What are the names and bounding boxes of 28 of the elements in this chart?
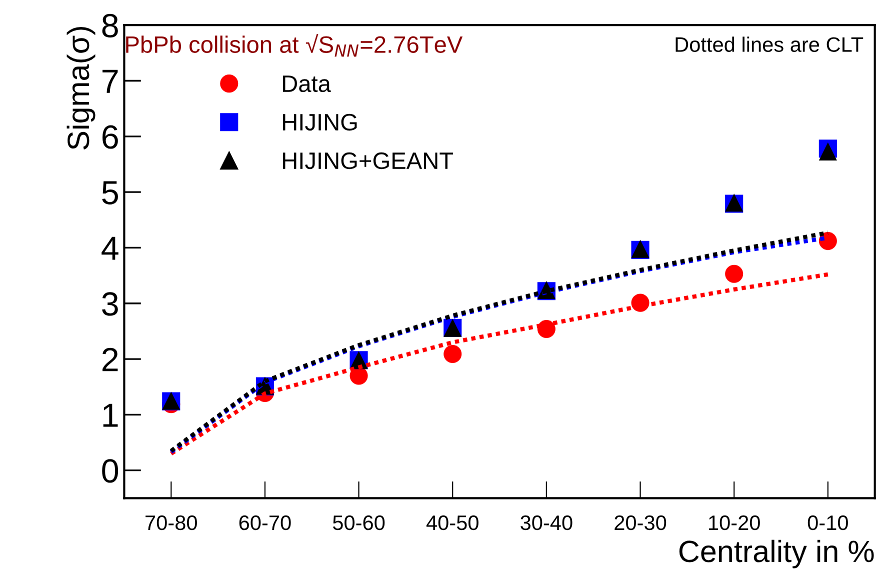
legend-label: HIJING+GEANT <box>283 152 454 170</box>
y-tick-label: 3 <box>102 292 118 316</box>
point <box>818 232 837 250</box>
y-tick-label: 1 <box>103 404 118 427</box>
annotation: Dotted lines are CLT <box>676 36 864 52</box>
x-tick-label: 0-10 <box>808 515 848 530</box>
x-tick-label: 10-20 <box>709 515 760 530</box>
y-tick-label: 4 <box>102 236 118 260</box>
y-tick-label: 2 <box>102 348 118 372</box>
point <box>725 264 744 283</box>
annotation: PbPb collision at √S$_{NN}$=2.76TeV <box>126 34 463 57</box>
y-tick-label: 7 <box>102 70 118 93</box>
y-axis-title: Sigma(σ) <box>66 26 96 150</box>
x-axis-title: Centrality in % <box>679 540 874 568</box>
x-tick-label: 20-30 <box>614 515 666 530</box>
legend-label: Data <box>283 76 331 92</box>
x-tick-label: 50-60 <box>332 515 385 530</box>
y-tick-label: 8 <box>102 14 118 38</box>
y-tick-label: 0 <box>102 459 118 483</box>
x-tick-label: 60-70 <box>239 515 291 530</box>
y-tick-label: 5 <box>102 181 118 204</box>
y-tick-label: 6 <box>102 125 118 149</box>
x-tick-label: 30-40 <box>520 515 572 530</box>
x-tick-label: 40-50 <box>426 515 478 530</box>
line-series <box>169 272 830 456</box>
x-tick-label: 70-80 <box>146 515 197 530</box>
point <box>444 344 462 364</box>
legend-label: HIJING <box>283 114 357 131</box>
